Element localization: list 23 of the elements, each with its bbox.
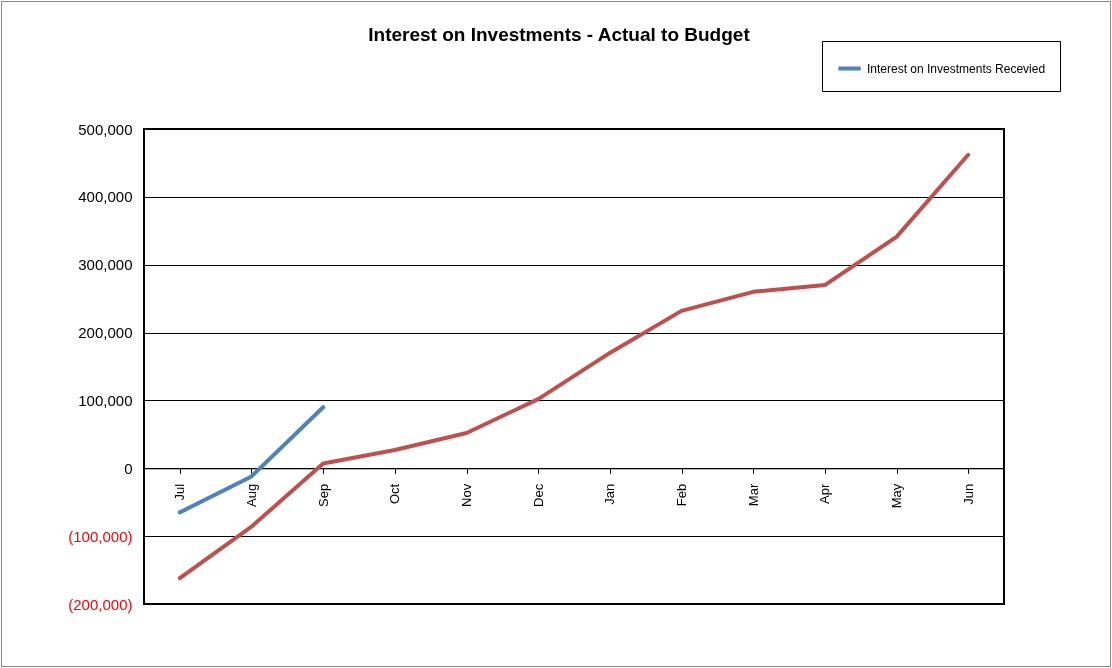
- legend-label: Interest on Investments Recevied: [867, 61, 1046, 76]
- y-tick-label: 500,000: [78, 120, 133, 138]
- line-series: [177, 152, 971, 581]
- x-tick-label: Apr: [817, 483, 833, 505]
- x-tick-label: Jul: [172, 483, 188, 501]
- x-tick-label: Oct: [387, 483, 403, 505]
- x-tick-label: May: [889, 483, 904, 509]
- y-tick-label: (100,000): [68, 527, 133, 545]
- y-tick-label: 0: [124, 459, 133, 477]
- x-tick-label: Feb: [674, 483, 689, 507]
- x-tick-label: Aug: [244, 483, 259, 507]
- chart-title: Interest on Investments - Actual to Budget: [368, 23, 751, 45]
- x-tick-label: Jun: [960, 483, 976, 505]
- y-tick-label: 100,000: [78, 391, 133, 409]
- x-tick-label: Jan: [602, 483, 618, 505]
- y-tick-label: 200,000: [78, 324, 133, 342]
- y-tick-label: 300,000: [78, 256, 133, 274]
- x-tick-label: Mar: [745, 483, 761, 507]
- y-tick-label: (200,000): [68, 595, 133, 613]
- x-tick-label: Sep: [315, 483, 331, 507]
- x-tick-label: Dec: [530, 483, 546, 507]
- x-tick-label: Nov: [459, 483, 474, 507]
- y-tick-label: 400,000: [78, 188, 133, 206]
